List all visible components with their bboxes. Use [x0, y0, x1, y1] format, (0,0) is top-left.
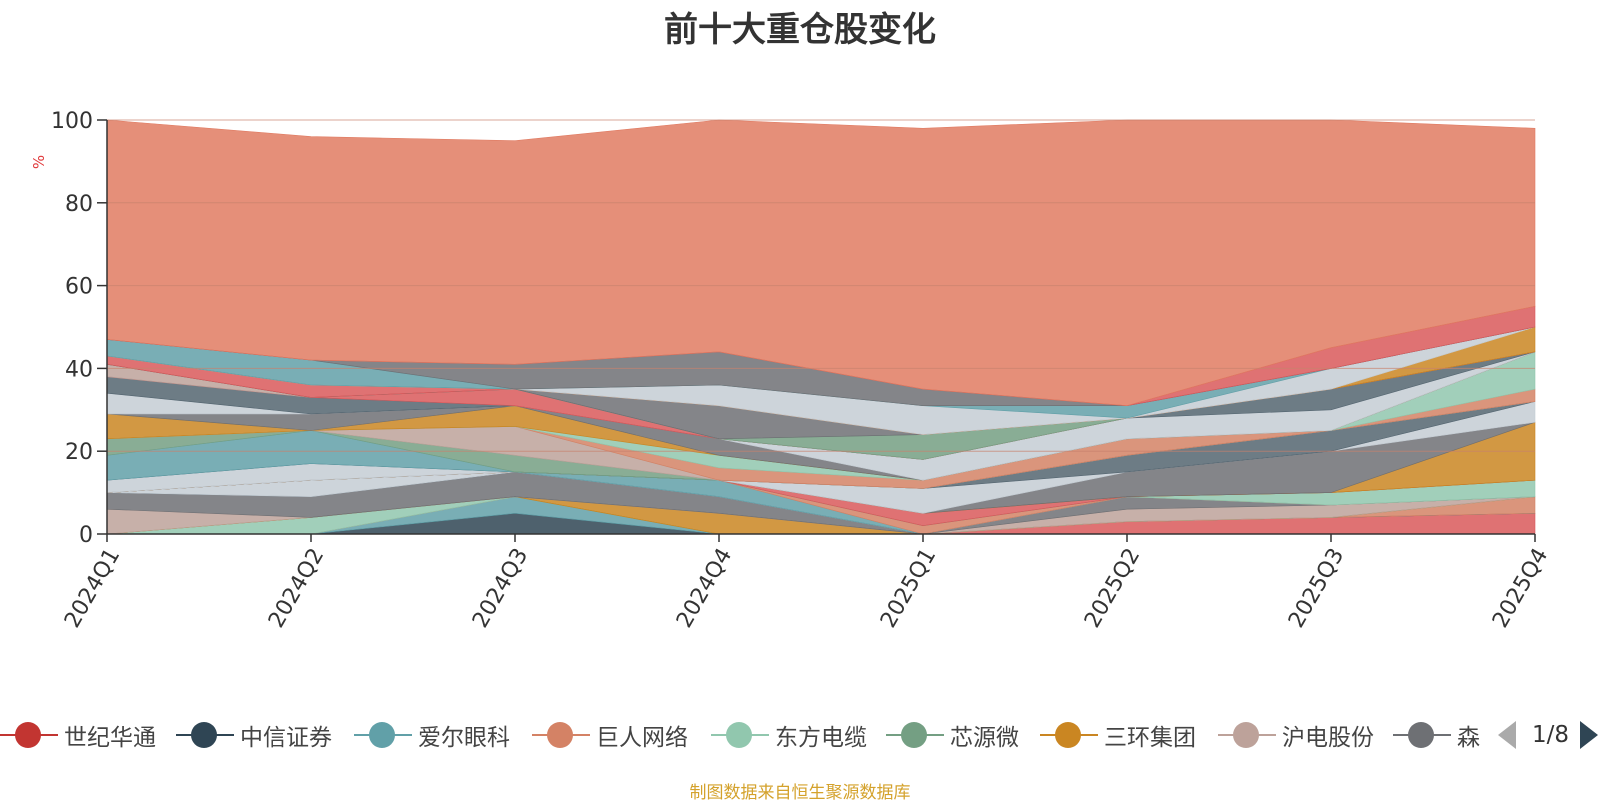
legend-marker-icon	[0, 720, 58, 750]
legend-item[interactable]: 世纪华通	[0, 712, 156, 758]
legend-marker-icon	[886, 720, 944, 750]
grid-lines	[107, 119, 1535, 452]
y-tick-label-2: 40	[65, 357, 93, 382]
area-series-39	[106, 119, 1536, 407]
legend-label: 森	[1457, 725, 1480, 751]
legend-item[interactable]: 三环集团	[1040, 712, 1196, 758]
y-tick-label-3: 60	[65, 275, 93, 300]
stacked-area-chart: 0 20 40 60 80 100 2024Q1 2024Q2 2024Q3 2024Q4 2025…	[30, 109, 1553, 632]
x-tick-label-0: 2024Q1	[60, 544, 125, 632]
x-tick-label-3: 2024Q4	[672, 544, 737, 632]
triangle-left-icon	[1498, 721, 1516, 749]
legend-label: 巨人网络	[596, 725, 688, 751]
x-tick-label-4: 2025Q1	[876, 544, 941, 632]
legend-item[interactable]: 巨人网络	[532, 712, 688, 758]
chart-title: 前十大重仓股变化	[664, 10, 936, 50]
x-tick-label-2: 2024Q3	[468, 544, 533, 632]
x-tick-label-6: 2025Q3	[1284, 544, 1349, 632]
legend-marker-icon	[1218, 720, 1276, 750]
legend-label: 中信证券	[240, 725, 332, 751]
legend-item[interactable]: 爱尔眼科	[354, 712, 510, 758]
legend-next-button[interactable]	[1580, 712, 1598, 758]
legend-label: 三环集团	[1104, 725, 1196, 751]
legend-item[interactable]: 芯源微	[886, 712, 1019, 758]
y-tick-label-0: 0	[79, 523, 93, 548]
x-tick-label-7: 2025Q4	[1488, 544, 1553, 632]
legend: 世纪华通 中信证券 爱尔眼科 巨人网络 东方电缆 芯源微 三环集团 沪电股份 森	[0, 712, 1482, 758]
legend-item[interactable]: 东方电缆	[711, 712, 867, 758]
legend-label: 沪电股份	[1282, 725, 1374, 751]
x-tick-label-1: 2024Q2	[264, 544, 329, 632]
legend-page-indicator: 1/8	[1532, 722, 1570, 748]
legend-item[interactable]: 沪电股份	[1218, 712, 1374, 758]
legend-marker-icon	[354, 720, 412, 750]
legend-label: 世纪华通	[64, 725, 156, 751]
y-tick-label-1: 20	[65, 440, 93, 465]
legend-marker-icon	[532, 720, 590, 750]
legend-prev-button[interactable]	[1498, 712, 1516, 758]
legend-label: 芯源微	[950, 725, 1019, 751]
area-layers	[106, 119, 1536, 535]
legend-marker-icon	[711, 720, 769, 750]
legend-marker-icon	[176, 720, 234, 750]
legend-item[interactable]: 森	[1393, 712, 1480, 758]
legend-marker-icon	[1393, 720, 1451, 750]
legend-label: 爱尔眼科	[418, 725, 510, 751]
y-tick-label-5: 100	[51, 109, 93, 134]
y-tick-label-4: 80	[65, 192, 93, 217]
triangle-right-icon	[1580, 721, 1598, 749]
legend-marker-icon	[1040, 720, 1098, 750]
legend-item[interactable]: 中信证券	[176, 712, 332, 758]
source-note: 制图数据来自恒生聚源数据库	[689, 783, 911, 803]
legend-label: 东方电缆	[775, 725, 867, 751]
x-tick-label-5: 2025Q2	[1080, 544, 1145, 632]
y-axis-label: %	[30, 155, 48, 169]
